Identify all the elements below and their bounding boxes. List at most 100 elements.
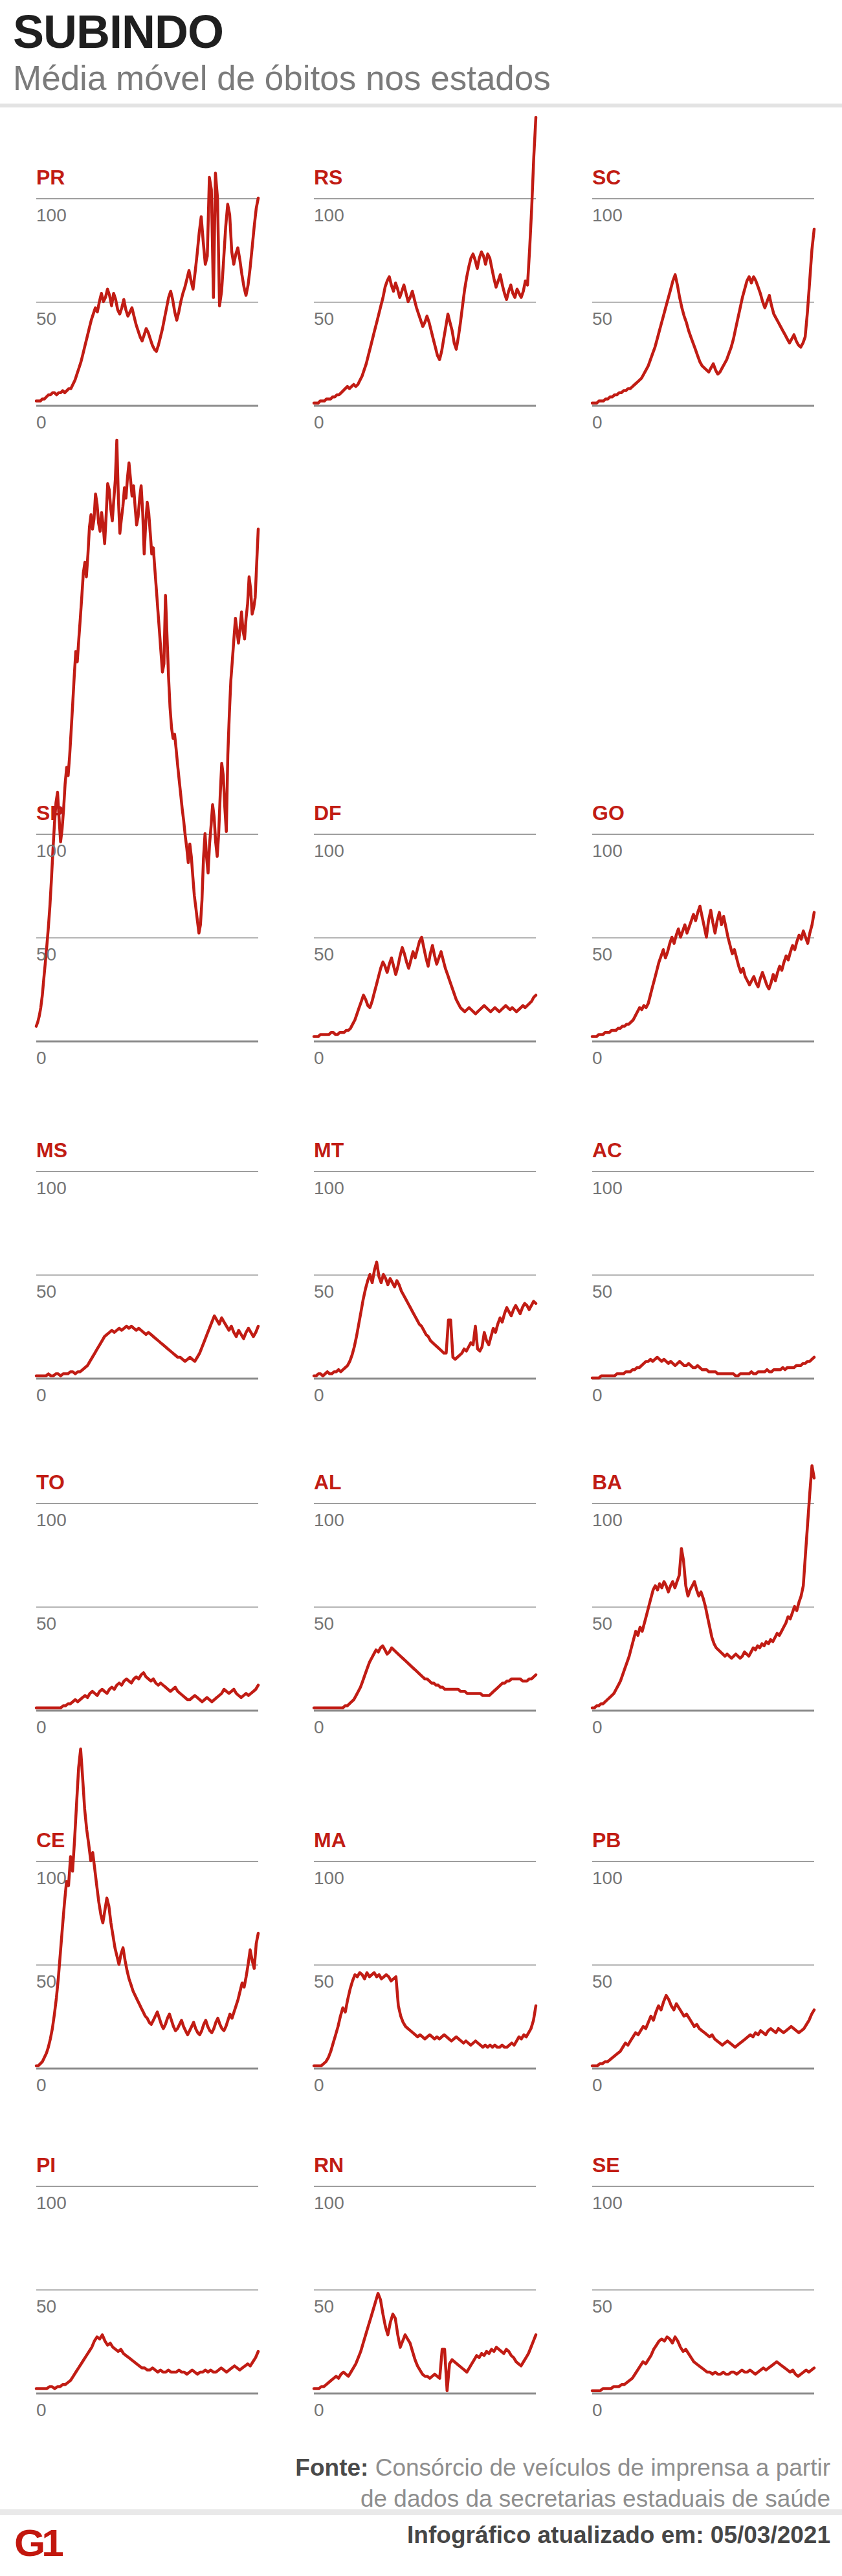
state-label: AL [314,1471,342,1494]
tick-label-50: 50 [592,1282,612,1302]
tick-label-50: 50 [36,944,56,965]
series-line [314,1262,536,1376]
tick-label-0: 0 [314,1717,324,1738]
chart-cell-PI: PI 100 50 0 [36,2153,258,2423]
page-subtitle: Média móvel de óbitos nos estados [13,58,551,98]
tick-label-50: 50 [592,1971,612,1992]
state-label: MT [314,1138,344,1162]
source-line-2: de dados da secretarias estaduais de saú… [360,2485,830,2513]
line-chart [36,1503,258,1711]
chart-cell-MS: MS100500 [36,1138,258,1408]
tick-label-100: 100 [36,2193,67,2214]
updated-text: Infográfico atualizado em: 05/03/2021 [407,2522,830,2549]
line-chart [36,198,258,406]
tick-label-0: 0 [36,2075,47,2096]
state-label: PR [36,166,65,190]
tick-label-100: 100 [314,1178,344,1199]
line-chart [592,834,814,1042]
series-line [314,117,536,403]
chart-cell-RN: RN 100 50 0 [314,2153,536,2423]
tick-label-0: 0 [592,1385,603,1406]
tick-label-0: 0 [592,2400,603,2421]
header-divider [0,104,842,107]
tick-label-50: 50 [314,1282,334,1302]
tick-label-0: 0 [36,1048,47,1069]
tick-label-100: 100 [314,1510,344,1531]
chart-cell-GO: GO100500 [592,801,814,1071]
line-chart [36,834,258,1042]
footer-divider [0,2509,842,2515]
tick-label-100: 100 [592,1178,623,1199]
tick-label-100: 100 [36,205,67,226]
state-label: SC [592,166,621,190]
tick-label-0: 0 [36,2400,47,2421]
series-line [314,2293,536,2390]
chart-cell-CE: CE100500 [36,1828,258,2098]
state-label: BA [592,1471,622,1494]
line-chart [36,1171,258,1379]
chart-cell-MT: MT 100 50 0 [314,1138,536,1408]
tick-label-50: 50 [592,944,612,965]
series-line [36,1749,258,2066]
chart-cell-PR: PR100500 [36,166,258,435]
tick-label-50: 50 [314,2296,334,2317]
state-label: GO [592,801,625,825]
source-line-1: Fonte: Consórcio de veículos de imprensa… [295,2454,830,2482]
series-line [314,1646,536,1708]
line-chart [592,1503,814,1711]
tick-label-100: 100 [592,841,623,861]
state-label: PI [36,2153,56,2177]
chart-cell-PB: PB 100 50 0 [592,1828,814,2098]
tick-label-100: 100 [314,841,344,861]
state-label: RS [314,166,342,190]
series-line [36,1316,258,1376]
tick-label-50: 50 [36,1971,56,1992]
chart-cell-TO: TO100500 [36,1471,258,1740]
tick-label-100: 100 [314,2193,344,2214]
tick-label-100: 100 [592,1510,623,1531]
tick-label-0: 0 [314,2075,324,2096]
tick-label-0: 0 [592,2075,603,2096]
tick-label-0: 0 [314,2400,324,2421]
state-label: PB [592,1828,621,1852]
tick-label-0: 0 [314,1385,324,1406]
tick-label-50: 50 [36,1614,56,1634]
line-chart [314,1861,536,2069]
chart-cell-SP: SP100500 [36,801,258,1071]
line-chart [592,198,814,406]
tick-label-50: 50 [36,309,56,329]
series-line [36,2335,258,2388]
tick-label-100: 100 [314,205,344,226]
chart-cell-RS: RS100500 [314,166,536,435]
series-line [592,906,814,1037]
tick-label-50: 50 [36,1282,56,1302]
line-chart [36,2186,258,2394]
state-label: RN [314,2153,344,2177]
page-title: SUBINDO [13,5,223,58]
tick-label-100: 100 [592,205,623,226]
tick-label-50: 50 [592,2296,612,2317]
line-chart [314,1171,536,1379]
line-chart [314,1503,536,1711]
state-label: MS [36,1138,67,1162]
state-label: DF [314,801,342,825]
tick-label-100: 100 [592,2193,623,2214]
series-line [592,229,814,403]
line-chart [592,1171,814,1379]
series-line [592,1357,814,1378]
tick-label-0: 0 [314,1048,324,1069]
tick-label-0: 0 [36,1385,47,1406]
tick-label-100: 100 [592,1868,623,1889]
infographic-root: SUBINDO Média móvel de óbitos nos estado… [0,0,842,2576]
state-label: AC [592,1138,622,1162]
tick-label-0: 0 [592,1717,603,1738]
tick-label-50: 50 [592,309,612,329]
chart-cell-AL: AL100500 [314,1471,536,1740]
series-line [592,1995,814,2066]
tick-label-50: 50 [592,1614,612,1634]
source-text-1: Consórcio de veículos de imprensa a part… [368,2454,830,2481]
tick-label-100: 100 [36,841,67,861]
series-line [592,1465,814,1707]
tick-label-50: 50 [36,2296,56,2317]
source-label: Fonte: [295,2454,368,2481]
